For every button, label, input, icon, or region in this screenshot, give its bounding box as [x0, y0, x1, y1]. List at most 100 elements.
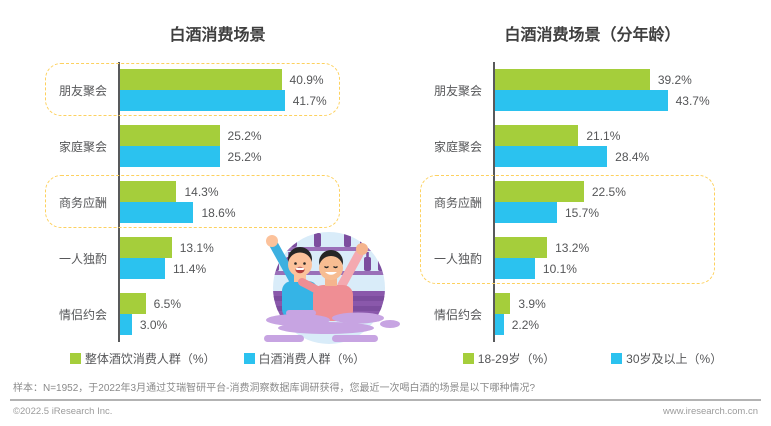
bar-group: 25.2% 25.2% — [120, 125, 390, 167]
bar-line: 40.9% — [120, 69, 390, 90]
legend-label: 白酒消费人群（%） — [258, 352, 366, 366]
bar — [495, 181, 584, 202]
category-label: 情侣约会 — [58, 307, 107, 322]
bar-line: 18.6% — [120, 202, 390, 223]
bar-line: 13.1% — [120, 237, 390, 258]
bar-value-label: 2.2% — [511, 317, 540, 332]
bar-group: 6.5% 3.0% — [120, 293, 390, 335]
chart-title: 白酒消费场景（分年龄） — [504, 27, 681, 44]
bar-rows: 朋友聚会 39.2% 43.7% 家庭聚会 21.1% 28.4% 商务应酬 22.5% 15.… — [420, 62, 765, 342]
category-label: 家庭聚会 — [58, 139, 107, 154]
bar-row: 一人独酌 13.2% 10.1% — [420, 230, 765, 286]
bar — [120, 237, 172, 258]
category-label: 一人独酌 — [58, 251, 107, 266]
bar-row: 情侣约会 3.9% 2.2% — [420, 286, 765, 342]
legend-swatch — [462, 353, 474, 364]
category-label: 家庭聚会 — [433, 139, 482, 154]
bar — [495, 314, 504, 335]
bar — [120, 258, 166, 279]
category-label: 朋友聚会 — [58, 83, 107, 98]
bar-group: 13.2% 10.1% — [495, 237, 765, 279]
bar-value-label: 25.2% — [227, 149, 262, 164]
bar-row: 商务应酬 14.3% 18.6% — [45, 174, 390, 230]
bar-row: 商务应酬 22.5% 15.7% — [420, 174, 765, 230]
legend-swatch — [611, 353, 623, 364]
bar-line: 2.2% — [495, 314, 765, 335]
bar — [495, 202, 557, 223]
bar-value-label: 13.1% — [179, 240, 214, 255]
bar-line: 39.2% — [495, 69, 765, 90]
bar — [495, 125, 579, 146]
bar — [495, 258, 535, 279]
bar-value-label: 28.4% — [615, 149, 650, 164]
bar — [120, 181, 177, 202]
highlight-box — [420, 175, 715, 284]
category-label: 商务应酬 — [433, 195, 482, 210]
bar-line: 3.9% — [495, 293, 765, 314]
bar-value-label: 10.1% — [542, 261, 577, 276]
bar-value-label: 21.1% — [586, 128, 621, 143]
bar-row: 情侣约会 6.5% 3.0% — [45, 286, 390, 342]
scene-by-age-chart: 白酒消费场景（分年龄） 朋友聚会 39.2% 43.7% 家庭聚会 21.1% 28.4%… — [420, 16, 765, 367]
legend: 整体酒饮消费人群（%） 白酒消费人群（%） — [45, 350, 390, 367]
bar-group: 22.5% 15.7% — [495, 181, 765, 223]
axis-line — [493, 62, 495, 342]
bar-line: 13.2% — [495, 237, 765, 258]
bar-line: 22.5% — [495, 181, 765, 202]
bar-group: 39.2% 43.7% — [495, 69, 765, 111]
bar-line: 41.7% — [120, 90, 390, 111]
bar-line: 43.7% — [495, 90, 765, 111]
bar — [120, 314, 132, 335]
bar-line: 25.2% — [120, 146, 390, 167]
bar-row: 家庭聚会 21.1% 28.4% — [420, 118, 765, 174]
category-label: 商务应酬 — [58, 195, 107, 210]
bar-line: 3.0% — [120, 314, 390, 335]
bar-value-label: 41.7% — [292, 93, 327, 108]
bar-line: 21.1% — [495, 125, 765, 146]
bar-group: 3.9% 2.2% — [495, 293, 765, 335]
scene-chart: 白酒消费场景 朋友聚会 40.9% 41.7% 家庭聚会 25.2% 25.2% 商务应酬 1… — [45, 16, 390, 367]
bar-row: 家庭聚会 25.2% 25.2% — [45, 118, 390, 174]
bar-line: 25.2% — [120, 125, 390, 146]
bar — [120, 125, 220, 146]
bar-rows: 朋友聚会 40.9% 41.7% 家庭聚会 25.2% 25.2% 商务应酬 14.3% 18.… — [45, 62, 390, 342]
legend-item: 白酒消费人群（%） — [243, 350, 366, 367]
bar-value-label: 39.2% — [657, 72, 692, 87]
bar-value-label: 13.2% — [555, 240, 590, 255]
legend-item: 18-29岁（%） — [462, 350, 555, 367]
bar-group: 14.3% 18.6% — [120, 181, 390, 223]
bar-value-label: 11.4% — [173, 261, 207, 276]
bar-row: 一人独酌 13.1% 11.4% — [45, 230, 390, 286]
bar — [495, 237, 548, 258]
bar — [120, 69, 282, 90]
bar-value-label: 6.5% — [153, 296, 182, 311]
bar-line: 11.4% — [120, 258, 390, 279]
category-label: 情侣约会 — [433, 307, 482, 322]
bar — [495, 90, 668, 111]
bar-value-label: 25.2% — [227, 128, 262, 143]
bar-value-label: 18.6% — [201, 205, 236, 220]
friends-cheering-illustration — [264, 232, 400, 344]
bar-value-label: 14.3% — [184, 184, 219, 199]
highlight-box — [45, 175, 340, 228]
legend-swatch — [69, 353, 81, 364]
bar-value-label: 22.5% — [591, 184, 626, 199]
bar-row: 朋友聚会 39.2% 43.7% — [420, 62, 765, 118]
bar-line: 14.3% — [120, 181, 390, 202]
bar — [120, 293, 146, 314]
bar-line: 10.1% — [495, 258, 765, 279]
category-label: 一人独酌 — [433, 251, 482, 266]
category-label: 朋友聚会 — [433, 83, 482, 98]
bar-line: 15.7% — [495, 202, 765, 223]
copyright-text: ©2022.5 iResearch Inc. — [13, 406, 113, 417]
bar-value-label: 43.7% — [675, 93, 710, 108]
axis-line — [118, 62, 120, 342]
footer-divider — [10, 399, 761, 401]
bar — [120, 146, 220, 167]
sample-note: 样本：N=1952，于2022年3月通过艾瑞智研平台-消费洞察数据库调研获得，您… — [13, 383, 536, 394]
legend-item: 整体酒饮消费人群（%） — [69, 350, 216, 367]
bar — [120, 90, 285, 111]
website-url: www.iresearch.com.cn — [662, 406, 758, 417]
bar-value-label: 40.9% — [289, 72, 324, 87]
legend: 18-29岁（%） 30岁及以上（%） — [420, 350, 765, 367]
